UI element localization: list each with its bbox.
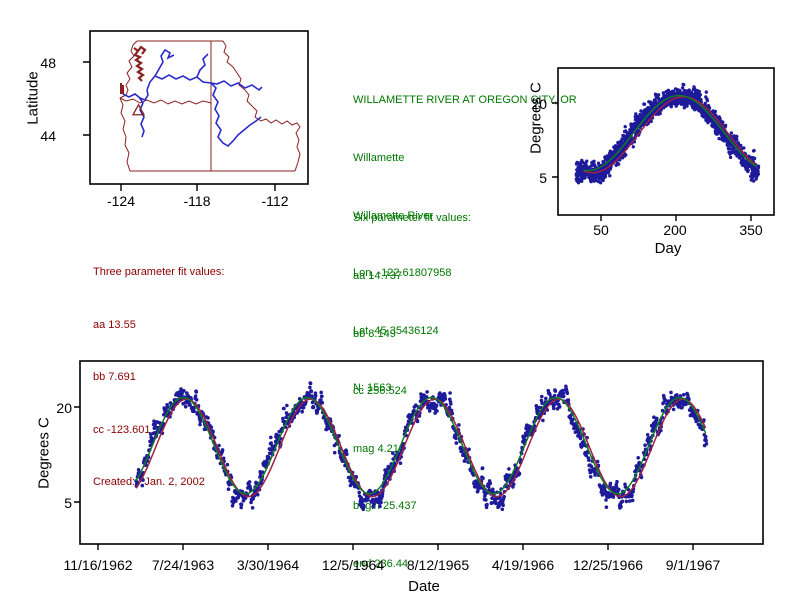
idaho-east-border-line — [222, 40, 301, 172]
day-chart-y-tick-label: 5 — [539, 170, 547, 186]
day-chart-y-tick-label: 20 — [531, 96, 547, 112]
map-y-axis-label: Latitude — [24, 71, 42, 125]
scatter-points — [134, 381, 709, 512]
date-chart-y-axis-label: Degrees C — [35, 417, 53, 489]
seasonal-scatter-plot — [552, 67, 775, 221]
washington-oregon-border-line — [119, 97, 212, 105]
day-chart-x-axis-label: Day — [654, 240, 682, 257]
map-x-tick-label: -118 — [183, 193, 211, 209]
map-x-tick-label: -112 — [261, 193, 289, 209]
six-parameter-fit-curve — [583, 94, 757, 172]
info-line: Lat. 45.35436124 — [353, 324, 439, 337]
river-lines — [122, 48, 263, 148]
date-chart-x-tick-label: 12/5/1964 — [321, 557, 385, 573]
date-chart-frame — [79, 360, 764, 545]
three-parameter-fit-curve — [583, 96, 757, 174]
date-chart-x-axis-label: Date — [408, 578, 440, 595]
date-chart-x-tick-label: 11/16/1962 — [63, 557, 133, 573]
info-line: Willamette River — [353, 209, 434, 222]
day-chart-y-axis-label: Degrees C — [527, 82, 545, 154]
date-chart-x-tick-label: 3/30/1964 — [236, 557, 300, 573]
map-y-tick-label: 44 — [40, 128, 56, 144]
station-info-text: WILLAMETTE RIVER AT OREGON CITY, OR Will… — [353, 53, 577, 437]
info-line: cc 256.524 — [353, 385, 407, 398]
info-line: cc -123.601 — [93, 423, 151, 436]
info-line: bb 7.691 — [93, 371, 136, 383]
washington-coast-line — [119, 40, 138, 99]
info-line: Six parameter fit values: — [353, 212, 471, 225]
map-y-tick-label: 48 — [40, 55, 56, 71]
info-line: end 236.44 — [353, 558, 409, 571]
date-chart-x-tick-label: 12/25/1966 — [572, 557, 644, 573]
info-line: Three parameter fit values: — [93, 266, 225, 278]
info-line: aa 13.55 — [93, 318, 136, 331]
oregon-coast-south-border-line — [119, 97, 295, 172]
willapa-bay-coast-line — [120, 83, 124, 94]
puget-sound-coast-line — [133, 45, 147, 82]
date-chart-tick-marks — [74, 406, 694, 550]
info-line: Created: Jan. 2, 2002 — [93, 476, 205, 488]
map-plot — [83, 30, 309, 191]
map-geography — [119, 40, 301, 172]
info-line: bb 8.149 — [353, 327, 396, 340]
map-x-tick-label: -124 — [106, 193, 136, 209]
info-line: Willamette — [353, 152, 405, 165]
map-frame — [89, 30, 309, 185]
timeseries-scatter-plot — [74, 360, 764, 550]
info-line: N: 1563 — [353, 382, 392, 395]
day-chart-x-tick-label: 200 — [663, 222, 687, 238]
day-chart-x-tick-label: 350 — [739, 222, 763, 238]
day-chart-x-tick-label: 50 — [593, 222, 609, 238]
date-chart-x-tick-label: 7/24/1963 — [151, 557, 215, 573]
station-title: WILLAMETTE RIVER AT OREGON CITY, OR — [353, 94, 577, 107]
date-chart-x-tick-label: 4/19/1966 — [491, 557, 555, 573]
date-chart-x-tick-label: 8/12/1965 — [406, 557, 470, 573]
station-marker-icon — [131, 103, 146, 116]
date-chart-x-tick-label: 9/1/1967 — [665, 557, 721, 573]
day-chart-tick-marks — [552, 102, 752, 221]
map-tick-marks — [83, 61, 276, 191]
day-chart-frame — [557, 67, 775, 216]
info-line: aa 14.737 — [353, 270, 402, 283]
six-parameter-fit-curve — [135, 396, 707, 495]
info-line: Lon. -122.61807958 — [353, 267, 452, 280]
three-parameter-fit-text: Three parameter fit values: aa 13.55 bb … — [93, 229, 224, 527]
date-chart-y-tick-label: 5 — [64, 495, 72, 511]
date-chart-y-tick-label: 20 — [56, 400, 72, 416]
